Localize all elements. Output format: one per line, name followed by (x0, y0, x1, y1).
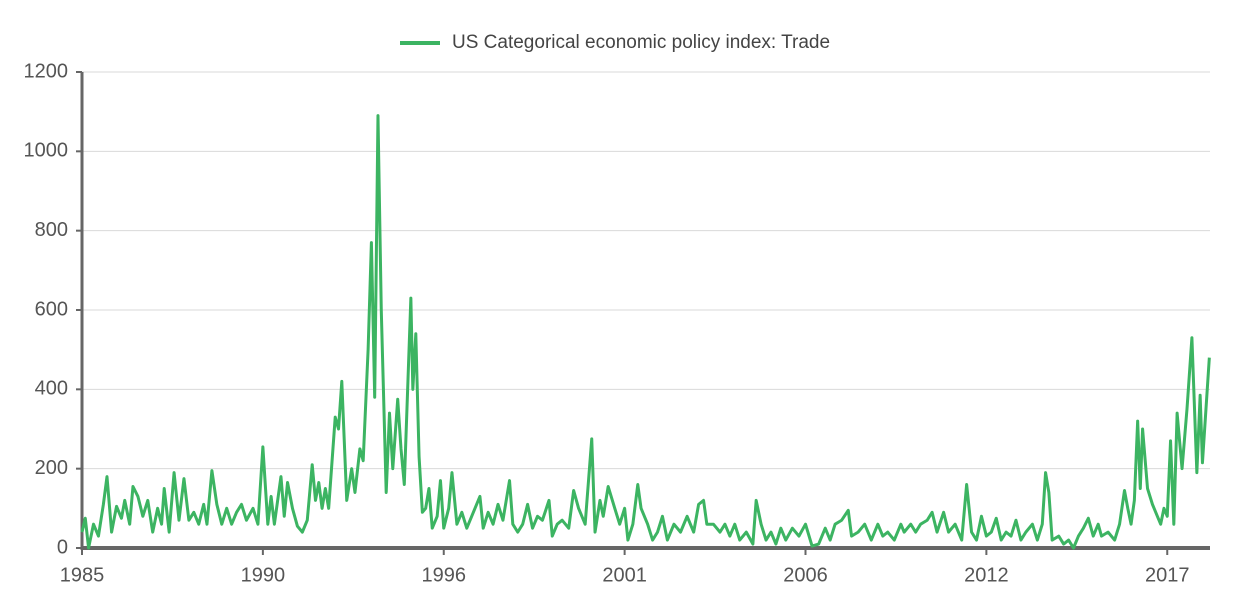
x-tick-label: 1996 (421, 564, 466, 586)
y-tick-label: 600 (35, 298, 68, 320)
y-tick-label: 0 (57, 536, 68, 558)
legend-label: US Categorical economic policy index: Tr… (452, 32, 830, 53)
x-tick-label: 1990 (241, 564, 286, 586)
y-tick-label: 1200 (24, 60, 69, 82)
data-line (80, 114, 1211, 550)
x-tick-label: 2001 (602, 564, 647, 586)
y-tick-label: 400 (35, 378, 68, 400)
y-tick-label: 1000 (24, 140, 69, 162)
x-tick-label: 2006 (783, 564, 828, 586)
x-tick-label: 2017 (1145, 564, 1190, 586)
y-tick-label: 800 (35, 219, 68, 241)
x-tick-label: 2012 (964, 564, 1009, 586)
x-tick-label: 1985 (60, 564, 105, 586)
y-tick-label: 200 (35, 457, 68, 479)
